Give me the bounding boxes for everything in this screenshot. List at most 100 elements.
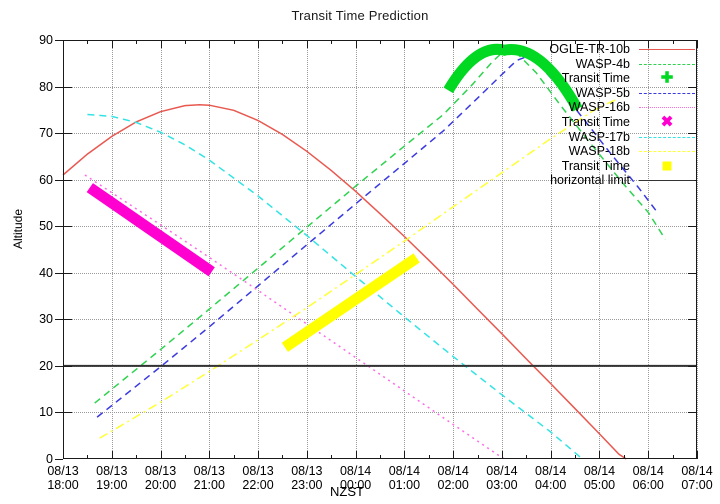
y-tick <box>63 365 72 367</box>
y-tick-outer <box>55 412 63 414</box>
y-tick-label: 30 <box>39 312 53 327</box>
series-line-wasp-4b <box>94 49 666 404</box>
legend-label: OGLE-TR-10b <box>549 42 630 56</box>
x-tick <box>501 451 503 459</box>
x-tick-label: 08/14 06:00 <box>632 464 664 492</box>
y-tick-outer <box>55 40 63 41</box>
legend-symbol <box>637 144 697 159</box>
x-tick <box>453 40 455 48</box>
transit-band-wasp-16b <box>86 183 215 277</box>
x-tick <box>697 40 698 48</box>
legend-symbol: ✚ <box>637 71 697 86</box>
x-tick <box>258 40 260 48</box>
x-tick-label: 08/13 18:00 <box>47 464 79 492</box>
x-tick <box>550 40 552 48</box>
y-tick-outer <box>55 86 63 88</box>
x-tick-minor <box>282 455 284 459</box>
legend-symbol <box>637 100 697 115</box>
grid-line-vertical <box>160 40 162 459</box>
x-tick-label: 08/14 02:00 <box>437 464 469 492</box>
y-tick-outer <box>55 272 63 274</box>
x-tick-label: 08/14 07:00 <box>681 464 713 492</box>
y-tick-label: 70 <box>39 126 53 141</box>
legend-symbol <box>637 57 697 72</box>
y-tick-right <box>688 319 697 321</box>
x-tick <box>306 40 308 48</box>
chart-legend: OGLE-TR-10b WASP-4b Transit Time ✚ WASP-5b WA… <box>455 42 697 188</box>
legend-entry: OGLE-TR-10b <box>455 42 697 57</box>
y-tick-right <box>688 86 697 88</box>
grid-line-vertical <box>306 40 308 459</box>
x-tick <box>160 40 162 48</box>
x-tick-minor <box>477 40 479 44</box>
x-tick <box>63 40 64 48</box>
grid-line-vertical <box>697 40 698 459</box>
x-tick-label: 08/13 21:00 <box>193 464 225 492</box>
x-tick <box>160 451 162 459</box>
legend-line-dashed-icon <box>639 136 695 138</box>
x-tick-minor <box>575 40 577 44</box>
grid-line-horizontal <box>63 272 697 274</box>
y-tick-label: 90 <box>39 33 53 47</box>
legend-symbol <box>637 130 697 145</box>
series-line-wasp-17b <box>87 113 583 460</box>
y-tick-label: 10 <box>39 405 53 420</box>
x-tick-minor <box>282 40 284 44</box>
y-tick <box>63 319 72 321</box>
legend-line-dashed-icon <box>639 92 695 94</box>
y-tick-right <box>688 133 697 135</box>
grid-line-vertical <box>501 40 503 459</box>
x-tick-minor <box>477 455 479 459</box>
x-tick <box>599 451 601 459</box>
x-tick-label: 08/14 03:00 <box>486 464 518 492</box>
legend-entry: Transit Time ✚ <box>455 71 697 86</box>
x-tick-label: 08/13 23:00 <box>291 464 323 492</box>
x-tick-minor <box>380 455 381 459</box>
series-line-ogle-tr-10b <box>62 103 627 460</box>
transit-band-wasp-4b <box>443 43 583 112</box>
x-tick-minor <box>428 40 430 44</box>
x-tick <box>501 40 503 48</box>
x-tick-minor <box>623 455 625 459</box>
legend-entry: WASP-5b <box>455 86 697 101</box>
x-tick-label: 08/13 20:00 <box>144 464 177 492</box>
x-tick-minor <box>575 455 577 459</box>
series-line-wasp-18b <box>99 97 620 439</box>
y-axis-label: Altitude <box>11 208 25 250</box>
x-tick <box>209 40 211 48</box>
x-tick-minor <box>526 40 528 44</box>
x-tick-minor <box>136 455 138 459</box>
legend-line-solid-icon <box>639 49 695 50</box>
x-axis-label: NZST <box>330 484 364 499</box>
y-tick-right <box>688 179 697 181</box>
y-tick-label: 40 <box>39 265 53 280</box>
y-tick <box>63 86 72 88</box>
legend-label: WASP-5b <box>575 85 630 100</box>
y-tick-label: 20 <box>39 358 53 373</box>
x-tick <box>648 40 650 48</box>
legend-label: WASP-4b <box>575 56 630 71</box>
grid-line-vertical <box>453 40 455 459</box>
x-tick <box>209 451 211 459</box>
x-tick-minor <box>184 40 186 44</box>
legend-symbol <box>637 159 697 174</box>
legend-label: WASP-16b <box>568 100 630 115</box>
legend-entry: WASP-18b <box>455 144 697 159</box>
x-tick-label: 08/14 05:00 <box>583 464 616 492</box>
legend-line-solid-icon <box>639 180 695 182</box>
y-tick <box>63 133 72 135</box>
y-tick-outer <box>55 226 63 228</box>
legend-label: WASP-18b <box>568 144 630 159</box>
legend-entry: WASP-16b <box>455 100 697 115</box>
y-tick-right <box>688 365 697 367</box>
legend-label: Transit Time <box>561 71 630 86</box>
x-tick <box>550 451 552 459</box>
legend-marker-plus-icon: ✚ <box>660 69 674 87</box>
x-tick <box>648 451 650 459</box>
series-line-wasp-5b <box>96 55 659 418</box>
x-tick <box>697 451 698 459</box>
grid-line-vertical <box>209 40 211 459</box>
x-tick-minor <box>623 40 625 44</box>
legend-entry: Transit Time <box>455 159 697 174</box>
